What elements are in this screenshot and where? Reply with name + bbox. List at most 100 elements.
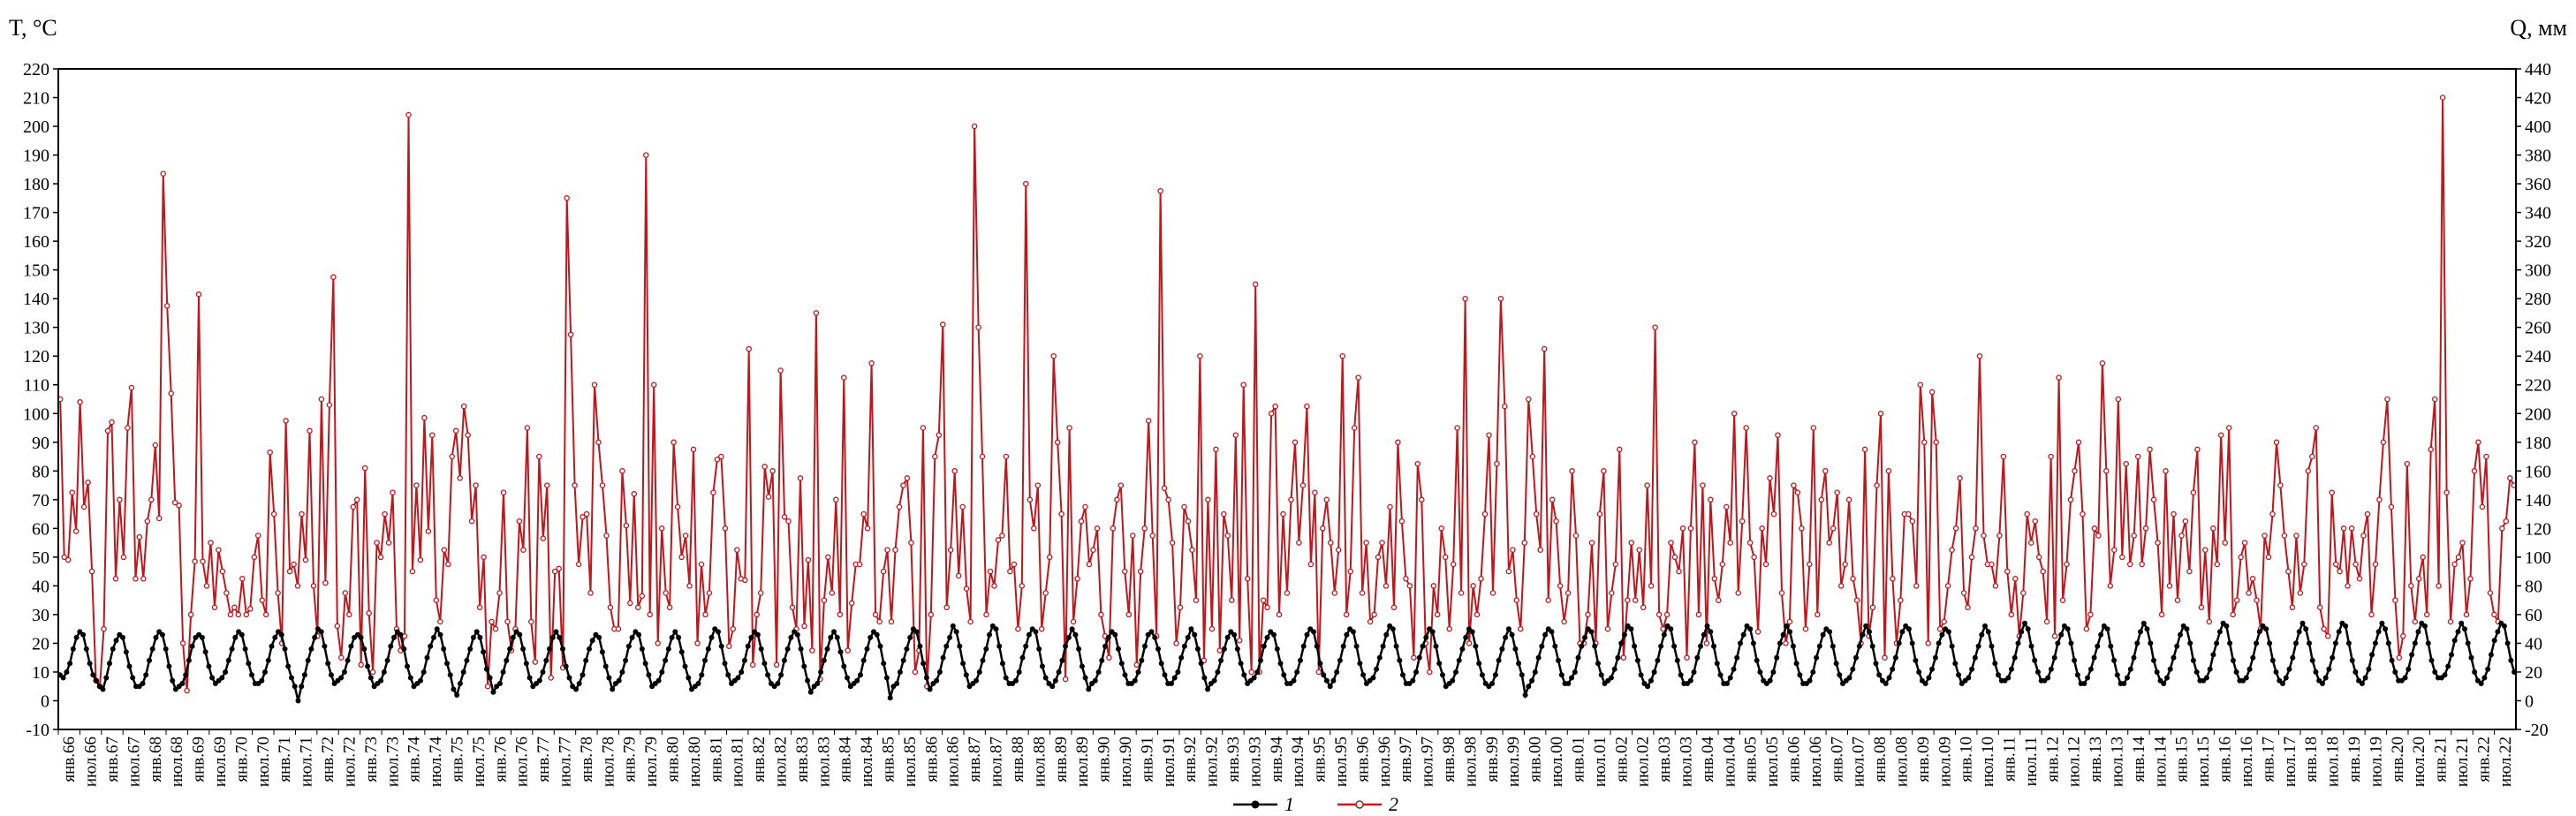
- series-2-point: [797, 475, 804, 481]
- series-2-point: [1687, 525, 1694, 532]
- x-tick-label: янв.68: [147, 737, 165, 782]
- series-1-point: [1456, 657, 1462, 663]
- series-1-point: [1135, 669, 1141, 675]
- left-y-tick-label: 0: [41, 691, 49, 711]
- series-1-point: [735, 675, 741, 681]
- series-1-point: [1304, 631, 1310, 638]
- series-2-point: [1375, 554, 1382, 561]
- series-1-point: [1178, 654, 1185, 661]
- series-1-point: [1992, 661, 1998, 667]
- series-1-point: [2012, 654, 2018, 661]
- series-1-point: [1065, 634, 1072, 640]
- x-tick-label: янв.01: [1569, 737, 1587, 782]
- series-1-point: [2472, 669, 2478, 675]
- series-1-point: [2303, 626, 2309, 632]
- series-1-point: [60, 675, 66, 681]
- series-2-point: [1387, 503, 1393, 510]
- series-1-point: [1837, 672, 1843, 678]
- series-1-point: [1353, 643, 1360, 649]
- series-1-point: [765, 672, 771, 678]
- x-tick-label: июл.08: [1893, 737, 1912, 787]
- series-2-point: [1383, 583, 1390, 589]
- series-1-point: [523, 661, 529, 667]
- series-1-point: [936, 669, 943, 675]
- series-2-point: [421, 414, 428, 421]
- series-1-point: [1234, 646, 1240, 652]
- series-2-point: [987, 568, 994, 575]
- series-1-point: [1936, 640, 1942, 646]
- series-2-point: [995, 537, 1002, 543]
- series-2-point: [1770, 510, 1777, 518]
- series-2-point: [580, 514, 586, 520]
- series-1-point: [996, 643, 1003, 649]
- series-1-point: [490, 689, 496, 695]
- right-y-tick-label: 280: [2525, 290, 2551, 309]
- series-1-point: [2210, 652, 2216, 658]
- series-2-point: [310, 583, 317, 589]
- series-2-point: [1157, 187, 1163, 194]
- series-2-point: [2404, 460, 2411, 467]
- series-2-point: [1315, 669, 1322, 676]
- series-2-point: [1996, 533, 2003, 539]
- series-1-point: [805, 677, 811, 684]
- series-1-point: [1323, 677, 1330, 684]
- x-tick-label: июл.76: [513, 737, 532, 787]
- series-2-point: [1343, 611, 1350, 618]
- series-1-point: [602, 663, 609, 669]
- series-2-point: [2080, 510, 2086, 518]
- x-tick-label: июл.69: [211, 737, 230, 787]
- series-2-point: [1572, 533, 1580, 539]
- series-1-point: [659, 669, 665, 675]
- series-2-point: [2293, 533, 2299, 539]
- series-2-point: [1122, 568, 1128, 575]
- series-1-point: [2065, 626, 2071, 632]
- x-tick-label: июл.83: [814, 737, 833, 787]
- series-1-point: [2058, 631, 2065, 638]
- series-2-point: [1973, 525, 1979, 532]
- x-tick-label: июл.95: [1332, 737, 1351, 787]
- series-1-point: [278, 631, 284, 638]
- series-2-point: [1335, 547, 1342, 553]
- series-2-point: [61, 554, 67, 561]
- series-1-point: [1370, 675, 1376, 681]
- series-2-point: [1557, 583, 1564, 589]
- series-2-point: [1098, 611, 1104, 618]
- series-1-point: [470, 634, 476, 640]
- series-1-point: [1529, 677, 1535, 684]
- series-1-point: [917, 643, 923, 649]
- series-1-point: [1218, 657, 1224, 663]
- series-2-point: [128, 384, 135, 391]
- series-1-point: [1516, 661, 1522, 667]
- series-1-point: [778, 672, 784, 678]
- x-tick-label: янв.19: [2345, 737, 2364, 782]
- series-2-point: [1751, 554, 1757, 561]
- series-2-point: [872, 611, 879, 618]
- series-1-point: [2224, 623, 2230, 629]
- series-2-point: [2230, 611, 2236, 618]
- series-2-point: [2241, 540, 2248, 546]
- series-1-point: [1476, 661, 1482, 667]
- series-1-point: [596, 634, 602, 640]
- series-2-point: [650, 382, 657, 388]
- series-1-point: [163, 646, 169, 652]
- series-1-point: [589, 638, 595, 644]
- series-2-point: [2158, 611, 2165, 618]
- x-tick-label: янв.79: [621, 737, 640, 782]
- series-2-point: [1110, 525, 1117, 532]
- series-1-point: [338, 675, 345, 681]
- series-1-point: [126, 663, 133, 669]
- series-1-point: [1321, 672, 1327, 678]
- series-1-point: [794, 631, 800, 638]
- left-y-tick-label: 120: [23, 347, 49, 366]
- series-2-point: [112, 576, 119, 582]
- series-1-point: [2227, 640, 2233, 646]
- series-2-point: [187, 611, 194, 618]
- series-2-point: [2289, 604, 2296, 611]
- x-tick-label: июл.80: [686, 737, 704, 787]
- series-2-point: [1161, 485, 1168, 492]
- series-2-point: [1458, 590, 1465, 596]
- series-2-point: [2020, 590, 2027, 596]
- series-2-point: [726, 643, 732, 649]
- series-1-point: [1774, 654, 1780, 661]
- series-2-point: [1981, 533, 1987, 539]
